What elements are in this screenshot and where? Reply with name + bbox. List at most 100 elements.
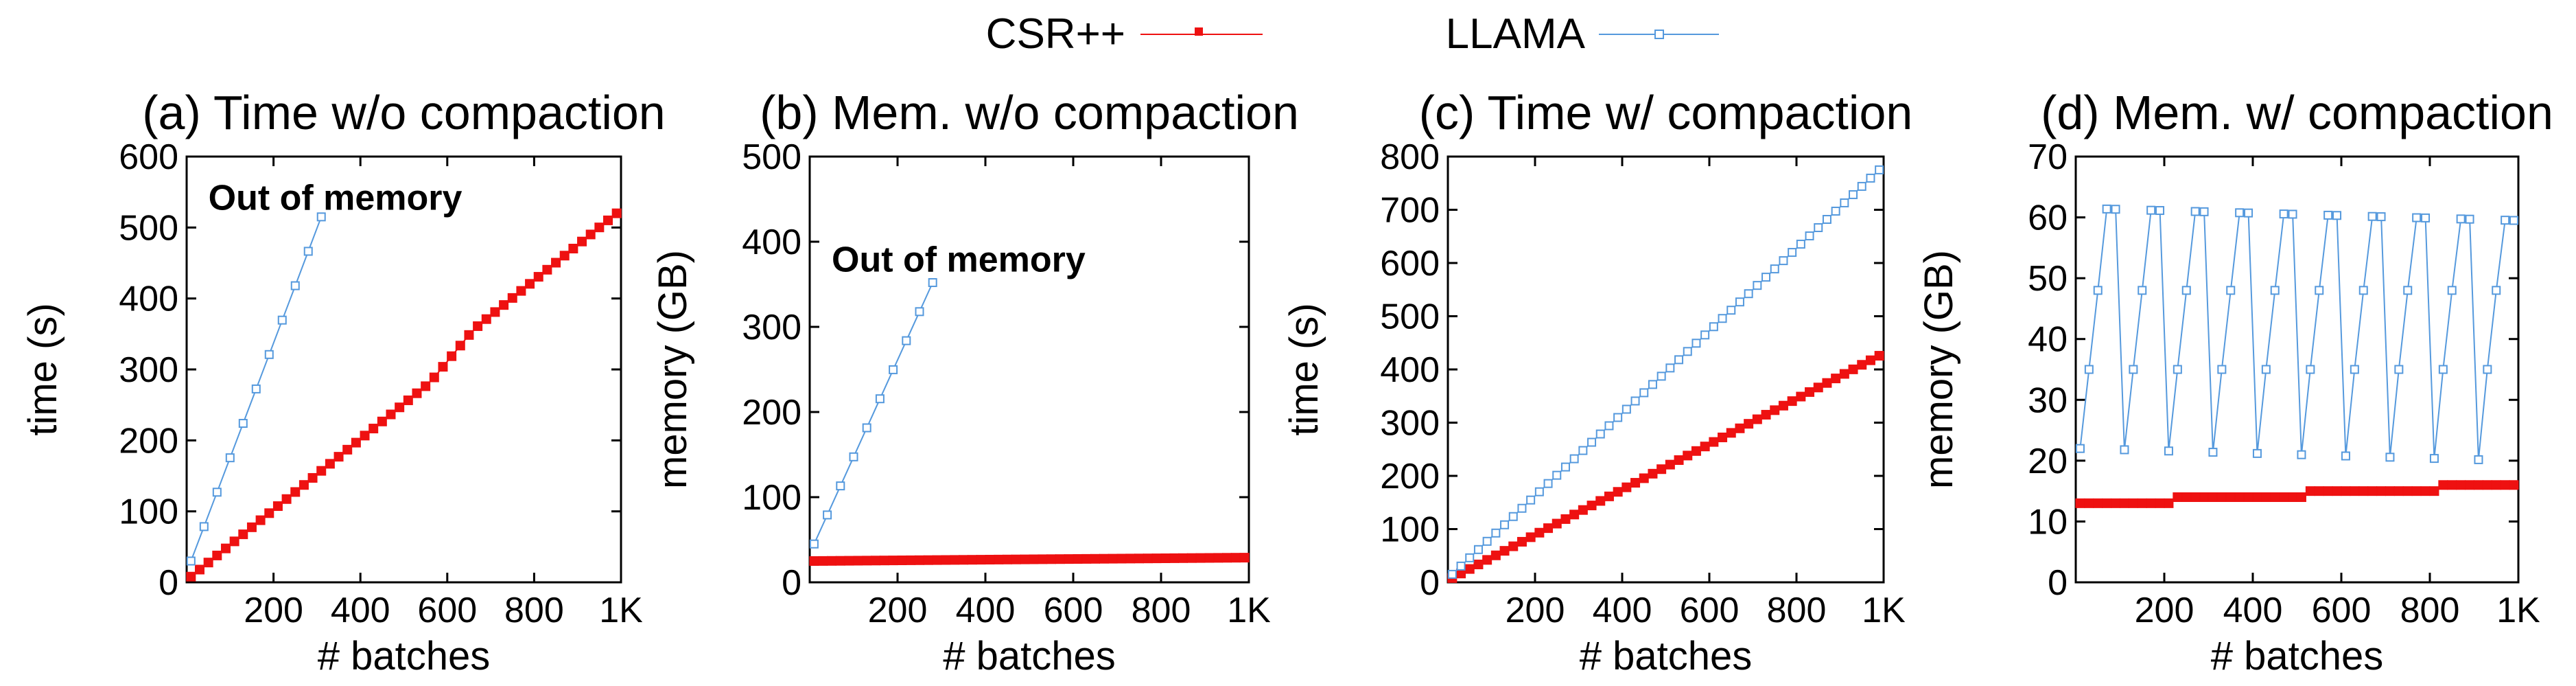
y-tick-label: 700	[1380, 191, 1440, 231]
series-llama	[186, 212, 326, 566]
data-point	[2138, 286, 2147, 295]
data-point	[871, 556, 880, 566]
data-point	[2385, 453, 2395, 462]
data-point	[1169, 553, 1180, 563]
data-point	[2155, 206, 2165, 216]
data-point	[2447, 480, 2457, 490]
data-point	[1473, 559, 1484, 569]
data-point	[2128, 498, 2138, 508]
series-line	[813, 282, 934, 545]
data-point	[2084, 498, 2094, 508]
data-point	[950, 555, 960, 565]
panel-2: (b) Mem. w/o compaction 0 100 200 300 400 500 2…	[651, 86, 1299, 678]
data-point	[915, 307, 924, 317]
series-llama	[1447, 165, 1884, 579]
legend-marker-csr	[1195, 27, 1203, 36]
y-tick-label: 200	[742, 393, 801, 433]
data-point	[316, 466, 327, 476]
data-point	[2297, 450, 2306, 459]
data-point	[2438, 480, 2448, 490]
data-point	[1578, 446, 1588, 455]
data-point	[2429, 454, 2439, 464]
data-point	[1543, 479, 1553, 488]
data-point	[403, 395, 413, 405]
x-tick-label: 600	[417, 591, 477, 630]
data-point	[1552, 518, 1562, 529]
y-tick-label: 0	[159, 563, 178, 603]
data-point	[1831, 374, 1841, 384]
data-point	[1683, 450, 1693, 461]
data-point	[1840, 198, 1849, 207]
data-point	[2111, 498, 2121, 508]
data-point	[2129, 365, 2138, 374]
data-point	[2190, 207, 2200, 216]
data-point	[2465, 480, 2475, 490]
data-point	[1508, 541, 1519, 551]
y-tick-label: 100	[1380, 510, 1440, 550]
data-point	[1874, 351, 1884, 361]
y-tick-label: 200	[119, 421, 178, 461]
data-point	[1125, 553, 1136, 564]
data-point	[1770, 405, 1780, 415]
data-point	[2332, 486, 2342, 496]
x-tick-label: 400	[1593, 591, 1652, 630]
data-point	[1822, 378, 1832, 388]
data-point	[1508, 512, 1518, 521]
data-point	[976, 555, 986, 565]
data-point	[455, 341, 465, 351]
y-tick-label: 60	[2028, 198, 2068, 238]
data-point	[1735, 423, 1745, 433]
x-tick-label: 200	[1506, 591, 1565, 630]
data-point	[194, 564, 204, 575]
data-point	[2208, 448, 2218, 457]
y-tick-label: 400	[119, 279, 178, 319]
data-point	[2305, 486, 2315, 496]
data-point	[1517, 536, 1527, 547]
data-point	[1656, 371, 1666, 381]
data-point	[1796, 240, 1805, 249]
data-point	[281, 494, 292, 504]
data-point	[2402, 486, 2413, 496]
data-point	[923, 555, 933, 565]
data-point	[1621, 482, 1632, 492]
data-point	[1630, 396, 1640, 406]
data-point	[2350, 365, 2359, 374]
data-point	[220, 543, 231, 553]
x-tick-label: 600	[2312, 591, 2372, 630]
data-point	[2393, 486, 2404, 496]
data-point	[1788, 248, 1797, 258]
y-tick-label: 40	[2028, 320, 2068, 360]
y-tick-label: 200	[1380, 457, 1440, 496]
series-csrpp	[809, 553, 1250, 566]
data-point	[2483, 365, 2492, 374]
data-point	[1090, 553, 1100, 564]
series-llama	[809, 278, 937, 549]
data-point	[1648, 468, 1658, 479]
data-point	[2199, 492, 2210, 502]
data-point	[464, 330, 474, 340]
data-point	[823, 510, 832, 520]
data-point	[1665, 363, 1675, 373]
data-point	[1744, 289, 1753, 299]
series-csrpp	[1447, 351, 1884, 583]
data-point	[2429, 486, 2439, 496]
data-point	[212, 488, 222, 497]
data-point	[1473, 545, 1483, 554]
data-point	[827, 556, 836, 566]
data-point	[1081, 553, 1092, 564]
y-tick-label: 0	[2048, 563, 2068, 603]
data-point	[2447, 286, 2457, 295]
series-llama	[2075, 204, 2519, 464]
data-point	[255, 515, 266, 525]
data-point	[2111, 205, 2120, 214]
x-tick-label: 800	[1767, 591, 1827, 630]
data-point	[246, 522, 257, 532]
data-point	[1526, 495, 1536, 505]
x-tick-label: 400	[2223, 591, 2283, 630]
data-point	[2190, 492, 2201, 502]
x-tick-label: 1K	[2496, 591, 2540, 630]
data-point	[421, 381, 431, 391]
data-point	[2279, 209, 2288, 219]
y-tick-label: 600	[1380, 244, 1440, 284]
x-axis-label: # batches	[943, 634, 1116, 678]
